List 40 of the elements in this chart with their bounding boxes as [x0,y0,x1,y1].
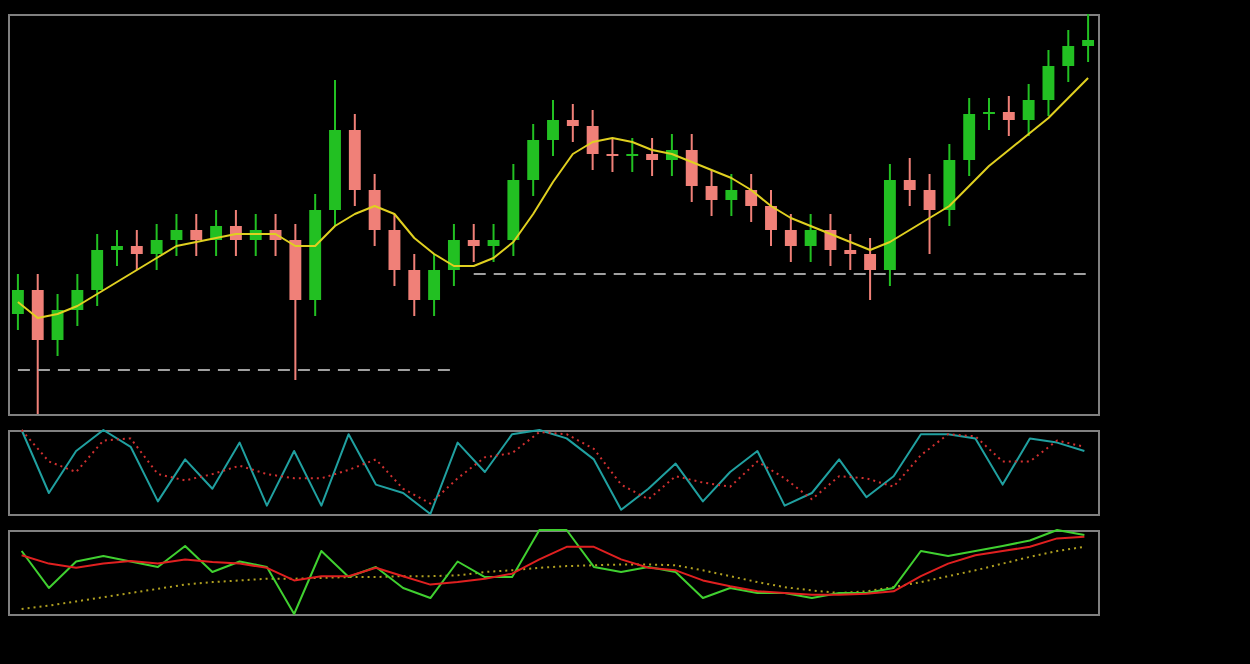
candlestick [130,229,143,271]
candlestick [1062,29,1075,83]
candlestick [388,213,401,287]
candlestick [784,213,797,263]
candlestick [71,273,84,327]
candlestick [685,133,698,203]
candlestick [804,213,817,263]
candlestick [1042,49,1055,117]
candlestick [864,237,877,301]
candlestick [408,253,421,317]
candlestick [547,99,559,157]
candlestick [745,173,758,223]
candlestick [844,233,857,271]
candlestick [626,137,639,173]
candlestick [111,229,123,267]
candlestick [586,109,599,171]
candlestick [963,97,976,177]
candlestick [91,233,104,307]
candlestick [150,223,163,271]
candlestick [368,173,381,247]
candlestick [725,173,738,217]
candlestick [487,223,500,263]
candlestick [1002,95,1015,137]
candlestick [983,97,995,131]
candlestick [447,223,460,287]
candlestick [170,213,183,257]
candlestick [765,189,777,247]
candlestick [11,273,24,331]
candlestick [428,253,441,317]
candlestick [467,223,480,263]
candlestick [1082,13,1095,63]
candlestick [705,169,718,217]
candlestick [903,157,916,207]
candlestick [1022,83,1035,137]
candlestick [646,137,659,177]
candlestick [606,137,619,173]
candlestick [923,173,936,255]
candlestick [527,123,540,197]
candlestick [190,213,203,257]
candlestick [566,103,579,143]
